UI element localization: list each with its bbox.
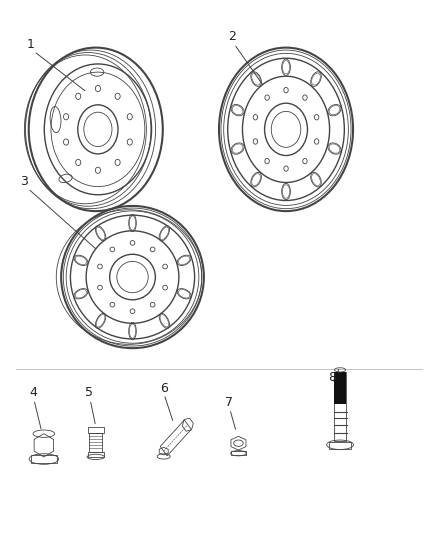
Text: 7: 7 <box>226 395 233 409</box>
Text: 4: 4 <box>30 386 38 399</box>
Text: 1: 1 <box>27 38 35 51</box>
Text: 8: 8 <box>328 371 336 384</box>
Text: 5: 5 <box>85 386 93 399</box>
Text: 6: 6 <box>160 382 168 394</box>
Text: 2: 2 <box>228 30 236 43</box>
Text: 3: 3 <box>20 175 28 188</box>
